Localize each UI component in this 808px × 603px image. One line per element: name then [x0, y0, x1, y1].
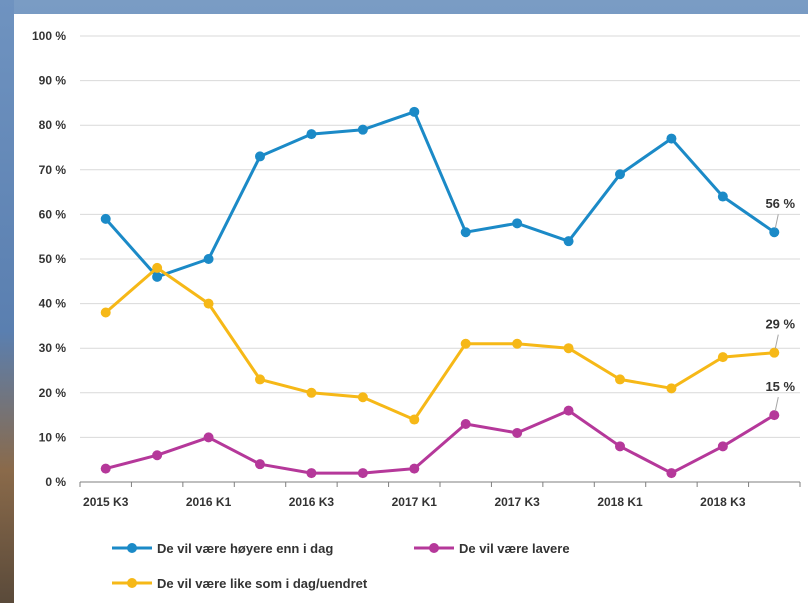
x-tick-label: 2017 K3	[494, 495, 540, 509]
data-point	[769, 227, 780, 238]
data-point	[203, 254, 214, 264]
data-labels: 56 % 29 % 15 %	[765, 196, 796, 412]
y-tick-label: 20 %	[39, 386, 67, 400]
data-label: 56 %	[765, 196, 795, 211]
legend-label: De vil være høyere enn i dag	[157, 541, 333, 556]
data-point	[357, 124, 368, 135]
y-tick-label: 90 %	[39, 74, 67, 88]
legend: De vil være høyere enn i dag De vil være …	[112, 541, 570, 591]
data-point	[100, 213, 111, 224]
data-label-leader	[774, 334, 779, 349]
data-point	[100, 307, 111, 318]
y-tick-label: 30 %	[39, 341, 67, 355]
data-point	[357, 392, 368, 403]
series-line	[104, 110, 776, 279]
data-point	[563, 343, 574, 354]
x-tick-label: 2018 K3	[700, 495, 746, 509]
data-point	[409, 414, 420, 425]
y-tick-label: 60 %	[39, 207, 67, 221]
x-tick-label: 2018 K1	[597, 495, 643, 509]
y-tick-label: 80 %	[39, 118, 67, 132]
data-point	[306, 387, 317, 398]
data-point	[152, 271, 163, 282]
data-point	[100, 463, 111, 474]
data-point	[460, 338, 471, 349]
data-point	[563, 236, 574, 247]
series-line	[104, 266, 775, 422]
x-tick-label: 2016 K1	[186, 495, 232, 509]
data-point	[255, 459, 265, 470]
y-tick-label: 0 %	[45, 475, 66, 489]
data-point	[512, 427, 523, 438]
data-point	[255, 374, 265, 385]
legend-swatch-marker	[127, 543, 137, 553]
data-point	[666, 133, 677, 144]
data-point	[615, 374, 625, 385]
data-point	[409, 463, 420, 474]
y-tick-label: 10 %	[39, 430, 67, 444]
data-point	[615, 169, 625, 180]
x-tick-label: 2015 K3	[83, 495, 129, 509]
data-point	[615, 441, 625, 452]
legend-item: De vil være høyere enn i dag	[112, 541, 333, 556]
data-point	[512, 338, 523, 349]
data-point	[357, 468, 368, 479]
legend-label: De vil være lavere	[459, 541, 570, 556]
legend-item: De vil være like som i dag/uendret	[112, 576, 368, 591]
x-tick-label: 2017 K1	[392, 495, 438, 509]
background-photo-strip	[0, 0, 14, 603]
data-point	[717, 441, 728, 452]
data-point	[203, 298, 214, 309]
data-point	[306, 468, 317, 479]
data-point	[306, 129, 317, 140]
y-tick-label: 100 %	[32, 29, 66, 43]
y-tick-label: 40 %	[39, 297, 67, 311]
y-tick-label: 50 %	[39, 252, 67, 266]
data-label: 15 %	[765, 379, 795, 394]
data-label-leader	[774, 214, 779, 229]
data-point	[769, 347, 780, 358]
legend-swatch-marker	[127, 578, 137, 588]
x-tick-label: 2016 K3	[289, 495, 335, 509]
data-point	[512, 218, 523, 229]
data-point	[152, 262, 163, 273]
x-axis: 2015 K3 2016 K1 2016 K3 2017 K1 2017 K3 2018 …	[79, 481, 801, 509]
data-point	[203, 432, 214, 443]
legend-label: De vil være like som i dag/uendret	[157, 576, 368, 591]
series-line	[105, 409, 776, 475]
legend-item: De vil være lavere	[414, 541, 570, 556]
y-tick-label: 70 %	[39, 163, 67, 177]
data-point	[409, 106, 420, 117]
data-point	[460, 419, 471, 430]
series-lines	[100, 106, 780, 479]
data-point	[460, 227, 471, 238]
data-label-leader	[774, 396, 779, 412]
data-point	[717, 191, 728, 202]
data-point	[563, 405, 574, 416]
data-point	[769, 410, 780, 421]
data-point	[666, 468, 677, 479]
y-axis-ticks: 0 % 10 % 20 % 30 % 40 % 50 % 60 % 70 % 80 % 90 % 1…	[32, 29, 66, 489]
data-point	[717, 352, 728, 363]
data-label: 29 %	[765, 317, 795, 332]
legend-swatch-marker	[429, 543, 439, 553]
data-point	[255, 151, 265, 162]
data-point	[666, 383, 677, 394]
data-point	[152, 450, 163, 461]
